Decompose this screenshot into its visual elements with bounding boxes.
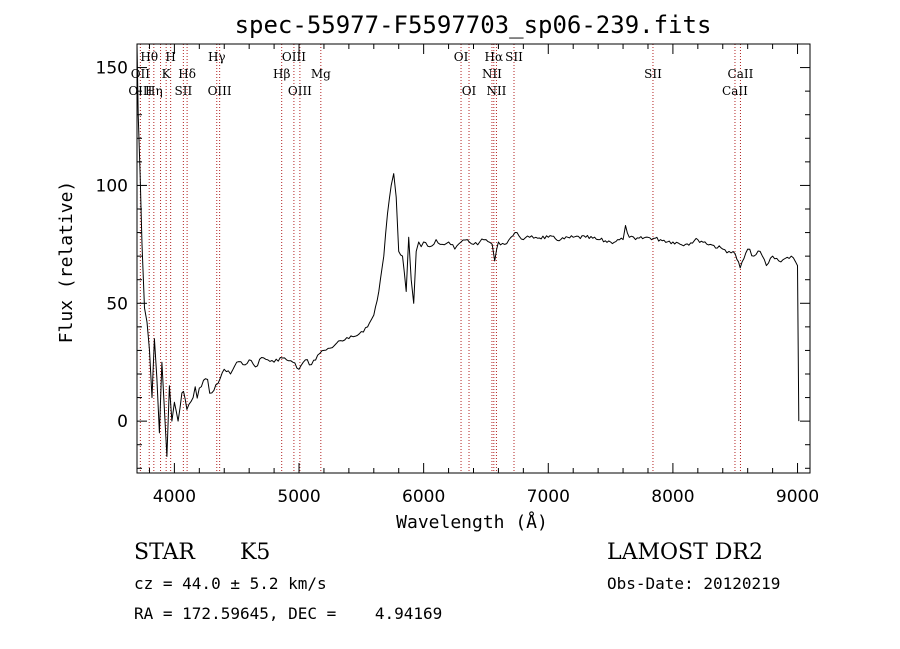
axis-ticks: 4000 5000 6000 7000 8000 9000 0 50 100 150 [96,43,819,507]
plot-frame [136,43,811,474]
y-axis-label: Flux (relative) [56,181,77,344]
coordinates: RA = 172.59645, DEC = 4.94169 [134,604,443,623]
line-label: OIII [208,84,232,98]
line-label: H [165,50,175,64]
line-label: Hθ [140,50,158,64]
object-class: STAR [134,540,195,565]
spectral-line-markers [139,44,741,473]
chart-title: spec-55977-F5597703_sp06-239.fits [235,11,712,39]
line-label: OIII [282,50,306,64]
line-label: CaII [722,84,748,98]
line-label: SII [505,50,523,64]
line-label: CaII [728,67,754,81]
x-tick-label: 4000 [153,487,196,507]
y-tick-label: 0 [117,412,128,432]
y-tick-label: 100 [96,176,128,196]
line-label: NII [486,84,506,98]
line-label: Hδ [178,67,196,81]
line-label: OII [131,67,151,81]
spectrum-series-line [136,43,800,457]
x-tick-label: 8000 [651,487,694,507]
line-label: OI [454,50,469,64]
observation-date: Obs-Date: 20120219 [607,574,781,593]
line-label: OIII [288,84,312,98]
y-tick-label: 50 [106,294,128,314]
survey-name: LAMOST DR2 [607,540,763,565]
x-tick-label: 7000 [527,487,570,507]
line-label: Hγ [208,50,226,64]
line-label: K [162,67,172,81]
line-label: Hα [485,50,504,64]
x-axis-label: Wavelength (Å) [396,511,548,533]
line-label: NII [482,67,502,81]
line-label: Hη [145,84,163,98]
line-label: Mg [311,67,331,81]
y-tick-label: 150 [96,59,128,79]
x-tick-label: 6000 [402,487,445,507]
x-tick-label: 9000 [776,487,819,507]
line-label: SII [644,67,662,81]
line-label: SII [175,84,193,98]
x-tick-label: 5000 [277,487,320,507]
line-label: OI [462,84,477,98]
redshift-velocity: cz = 44.0 ± 5.2 km/s [134,574,327,593]
line-label: Hβ [273,67,290,81]
object-subclass: K5 [240,540,271,565]
